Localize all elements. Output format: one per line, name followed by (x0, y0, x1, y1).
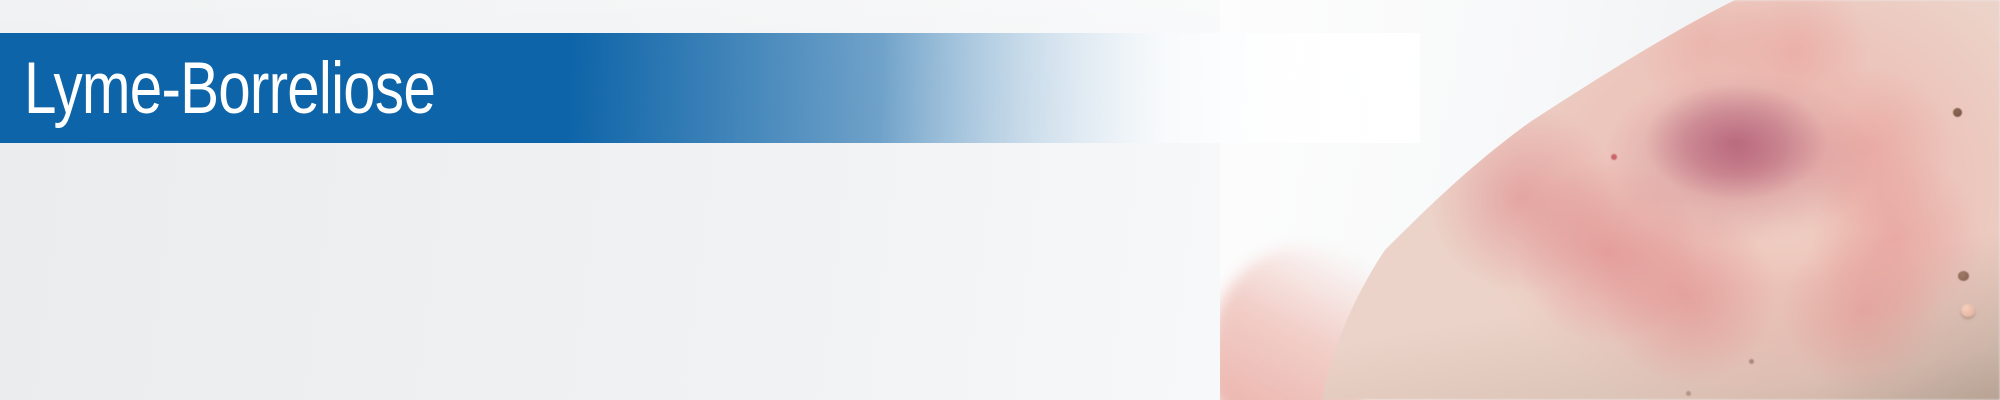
erythema-migrans-photo (1220, 0, 2000, 400)
skin-speck (1686, 391, 1691, 396)
red-freckle (1611, 154, 1617, 160)
mole (1953, 108, 1962, 117)
skin-speck (1749, 359, 1754, 364)
title-bar: Lyme-Borreliose (0, 33, 1420, 143)
mole (1958, 271, 1969, 281)
skin-bump (1961, 304, 1975, 317)
page-title: Lyme-Borreliose (24, 48, 436, 129)
